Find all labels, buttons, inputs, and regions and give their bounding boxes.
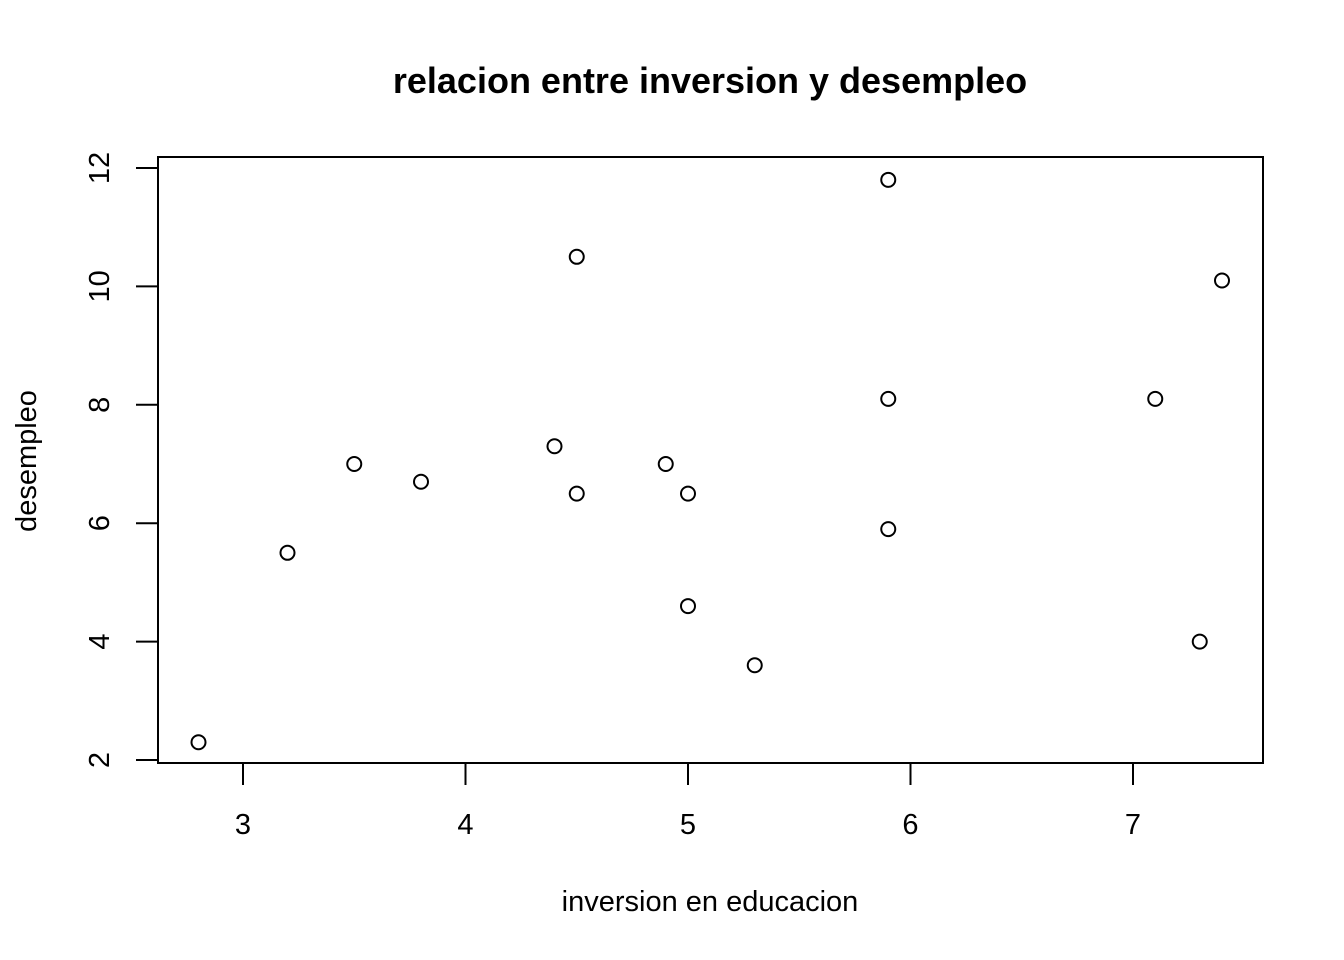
plot-area-frame <box>157 156 1264 764</box>
x-tick-label: 4 <box>457 809 473 841</box>
data-point <box>880 171 897 188</box>
y-axis-label: desempleo <box>11 390 43 532</box>
data-point <box>680 485 696 502</box>
data-point <box>1147 390 1164 407</box>
y-axis: 2 4 6 8 10 12 <box>84 152 159 768</box>
data-point <box>746 657 763 674</box>
chart-title: relacion entre inversion y desempleo <box>393 60 1027 101</box>
data-point <box>279 544 296 561</box>
x-tick-label: 7 <box>1125 809 1141 841</box>
x-tick-label: 3 <box>235 809 251 841</box>
y-tick-label: 4 <box>84 634 116 650</box>
x-tick-label: 5 <box>680 809 696 841</box>
data-points <box>190 171 1230 751</box>
data-point <box>346 456 363 472</box>
data-point <box>680 598 696 615</box>
data-point <box>1214 272 1230 289</box>
data-point <box>568 485 585 502</box>
data-point <box>568 248 585 265</box>
data-point <box>880 390 897 407</box>
y-tick-label: 2 <box>84 752 116 768</box>
y-tick-label: 6 <box>84 515 116 531</box>
data-point <box>546 438 563 455</box>
data-point <box>880 521 897 538</box>
x-axis: 3 4 5 6 7 <box>235 762 1141 841</box>
data-point <box>1191 633 1208 650</box>
data-point <box>413 473 429 490</box>
y-tick-label: 8 <box>84 397 116 413</box>
x-axis-label: inversion en educacion <box>562 886 859 918</box>
x-tick-label: 6 <box>902 809 918 841</box>
data-point <box>190 734 207 751</box>
y-tick-label: 12 <box>84 152 116 184</box>
y-tick-label: 10 <box>84 270 116 302</box>
data-point <box>657 456 674 472</box>
